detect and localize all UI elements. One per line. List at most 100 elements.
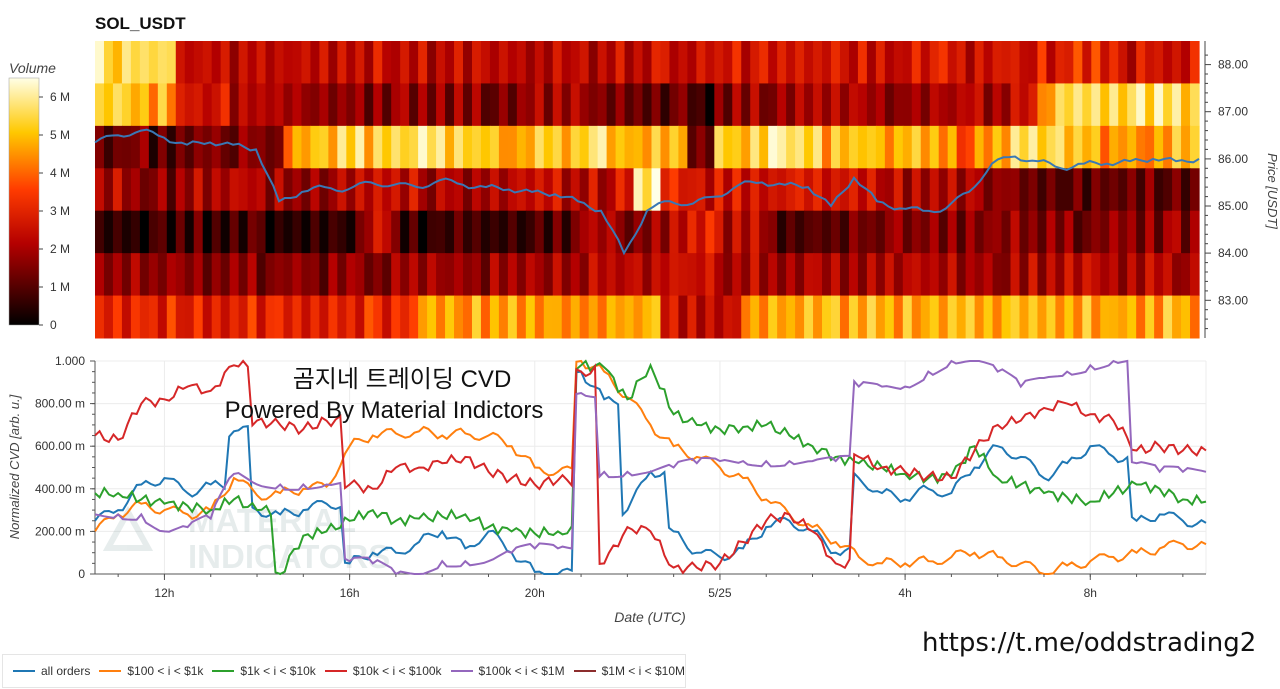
heatmap-cell <box>795 253 805 297</box>
heatmap-cell <box>445 210 455 254</box>
heatmap-cell <box>741 41 751 84</box>
heatmap-cell <box>543 253 554 297</box>
heatmap-cell <box>445 295 455 339</box>
cvd-y-tick-label: 800.00 m <box>35 397 85 411</box>
heatmap-cell <box>543 125 554 169</box>
heatmap-cell <box>1127 295 1137 339</box>
heatmap-cell <box>552 83 563 127</box>
heatmap-cell <box>974 41 985 84</box>
legend-item[interactable]: $1k < i < $10k <box>212 664 316 678</box>
heatmap-cell <box>256 125 267 169</box>
heatmap-cell <box>463 253 473 297</box>
legend-item[interactable]: $1M < i < $10M <box>573 664 685 678</box>
heatmap-cell <box>579 83 590 127</box>
heatmap-cell <box>319 83 329 127</box>
heatmap-cell <box>866 168 877 212</box>
heatmap-cell <box>310 83 320 127</box>
heatmap-cell <box>463 295 473 339</box>
heatmap-cell <box>705 83 715 127</box>
heatmap-cell <box>516 83 527 127</box>
heatmap-cell <box>103 253 114 297</box>
heatmap-cell <box>606 41 617 84</box>
heatmap-cell <box>1019 41 1030 84</box>
heatmap-cell <box>112 83 123 127</box>
heatmap-cell <box>705 295 715 339</box>
cvd-x-axis: 12h 16h 20h 5/25 4h 8h <box>117 574 1184 600</box>
heatmap-cell <box>857 253 868 297</box>
heatmap-cell <box>929 210 940 254</box>
heatmap-cell <box>498 41 509 84</box>
heatmap-cell <box>543 41 554 84</box>
heatmap-cell <box>974 125 985 169</box>
heatmap-cell <box>777 125 787 169</box>
heatmap-cell <box>624 210 635 254</box>
heatmap-cell <box>480 83 491 127</box>
legend-item[interactable]: $100 < i < $1k <box>99 664 203 678</box>
legend-item[interactable]: $10k < i < $100k <box>324 664 442 678</box>
heatmap-cell <box>436 253 446 297</box>
cvd-x-tick-label: 4h <box>898 586 911 600</box>
heatmap-cell <box>1046 253 1056 297</box>
heatmap-cell <box>454 125 464 169</box>
heatmap-cell <box>1010 253 1021 297</box>
colorbar-tick-label: 0 <box>50 318 57 332</box>
heatmap-cell <box>866 41 877 84</box>
heatmap-cell <box>884 125 895 169</box>
heatmap-cell <box>516 295 527 339</box>
heatmap-cell <box>687 295 697 339</box>
heatmap-cell <box>247 253 258 297</box>
heatmap-cell <box>1010 125 1021 169</box>
heatmap-cell <box>848 253 859 297</box>
heatmap-cell <box>1181 210 1191 254</box>
heatmap-cell <box>1001 210 1012 254</box>
heatmap-cell <box>265 168 276 212</box>
heatmap-cell <box>364 253 374 297</box>
heatmap-cell <box>1064 41 1074 84</box>
price-tick-label: 86.00 <box>1218 152 1248 166</box>
heatmap-cell <box>732 295 742 339</box>
heatmap-cell <box>839 41 850 84</box>
heatmap-cell <box>579 295 590 339</box>
heatmap-cell <box>166 168 177 212</box>
heatmap-cell <box>130 210 141 254</box>
heatmap-cell <box>238 83 249 127</box>
heatmap-cell <box>292 41 303 84</box>
heatmap-cell <box>1118 125 1128 169</box>
heatmap-cell <box>310 125 320 169</box>
heatmap-cell <box>929 168 940 212</box>
heatmap-cell <box>1190 210 1200 254</box>
heatmap-cell <box>1019 295 1030 339</box>
heatmap-cell <box>274 168 285 212</box>
heatmap-cell <box>893 210 904 254</box>
heatmap-cell <box>400 295 410 339</box>
heatmap-cell <box>463 41 473 84</box>
heatmap-cell <box>777 295 787 339</box>
heatmap-cell <box>678 83 688 127</box>
heatmap-cell <box>606 168 617 212</box>
heatmap-cell <box>1145 210 1155 254</box>
heatmap-cell <box>974 168 985 212</box>
heatmap-cell <box>103 83 114 127</box>
heatmap-cell <box>1154 125 1164 169</box>
heatmap-cell <box>714 210 724 254</box>
heatmap-cell <box>507 210 518 254</box>
heatmap-cell <box>346 295 356 339</box>
heatmap-cell <box>418 83 428 127</box>
heatmap-cell <box>974 295 985 339</box>
heatmap-cell <box>328 41 338 84</box>
heatmap-cell <box>642 168 653 212</box>
heatmap-cell <box>427 125 437 169</box>
heatmap-cell <box>238 41 249 84</box>
legend-item[interactable]: all orders <box>13 664 90 678</box>
legend-item[interactable]: $100k < i < $1M <box>450 664 565 678</box>
heatmap-cell <box>651 83 662 127</box>
heatmap-cell <box>391 210 401 254</box>
heatmap-cell <box>265 41 276 84</box>
heatmap-cell <box>804 41 814 84</box>
heatmap-cell <box>561 295 572 339</box>
heatmap-cell <box>1190 125 1200 169</box>
heatmap-cell <box>1127 41 1137 84</box>
heatmap-cell <box>454 83 464 127</box>
heatmap-cell <box>382 295 392 339</box>
cvd-y-axis: 1.000 800.00 m 600.00 m 400.00 m 200.00 m 0 <box>35 354 95 581</box>
